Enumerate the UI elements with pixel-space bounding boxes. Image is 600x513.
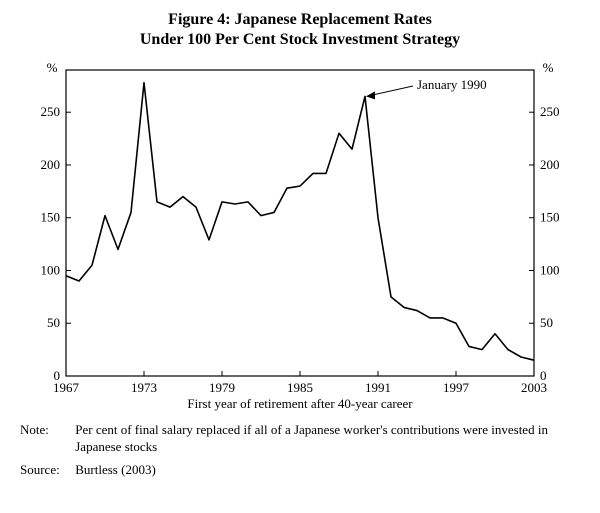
- figure-container: Figure 4: Japanese Replacement Rates Und…: [0, 0, 600, 513]
- svg-text:%: %: [543, 60, 554, 75]
- svg-text:1997: 1997: [443, 380, 470, 395]
- svg-text:1985: 1985: [287, 380, 313, 395]
- chart-plot: 005050100100150150200200250250%%19671973…: [20, 56, 580, 416]
- svg-text:January 1990: January 1990: [417, 77, 487, 92]
- svg-text:150: 150: [41, 210, 61, 225]
- svg-text:1979: 1979: [209, 380, 235, 395]
- svg-text:First year of retirement after: First year of retirement after 40-year c…: [187, 396, 413, 411]
- svg-text:50: 50: [540, 315, 553, 330]
- svg-text:1973: 1973: [131, 380, 157, 395]
- title-line-1: Figure 4: Japanese Replacement Rates: [168, 11, 432, 28]
- svg-text:250: 250: [540, 104, 560, 119]
- svg-text:%: %: [47, 60, 58, 75]
- svg-text:150: 150: [540, 210, 560, 225]
- svg-text:2003: 2003: [521, 380, 547, 395]
- title-line-2: Under 100 Per Cent Stock Investment Stra…: [140, 31, 460, 48]
- svg-text:100: 100: [41, 262, 61, 277]
- svg-text:200: 200: [540, 157, 560, 172]
- svg-text:250: 250: [41, 104, 61, 119]
- line-chart-svg: 005050100100150150200200250250%%19671973…: [20, 56, 580, 416]
- figure-note: Note: Per cent of final salary replaced …: [20, 422, 580, 456]
- figure-title: Figure 4: Japanese Replacement Rates Und…: [20, 10, 580, 50]
- source-text: Burtless (2003): [75, 462, 156, 477]
- figure-source: Source: Burtless (2003): [20, 462, 580, 479]
- source-label: Source:: [20, 462, 72, 479]
- svg-text:1967: 1967: [53, 380, 80, 395]
- svg-text:200: 200: [41, 157, 61, 172]
- note-label: Note:: [20, 422, 72, 439]
- svg-text:100: 100: [540, 262, 560, 277]
- svg-text:1991: 1991: [365, 380, 391, 395]
- note-text: Per cent of final salary replaced if all…: [75, 422, 563, 456]
- svg-text:50: 50: [47, 315, 60, 330]
